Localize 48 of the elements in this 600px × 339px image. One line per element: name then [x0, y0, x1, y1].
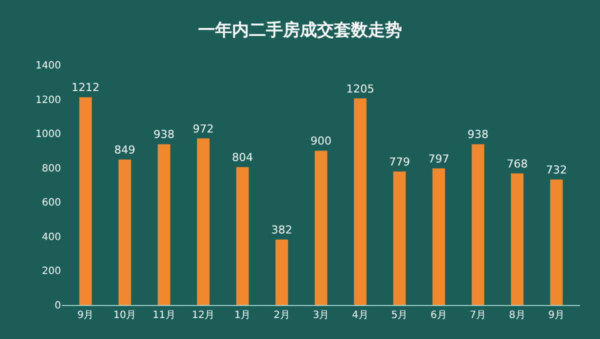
bar: [510, 173, 524, 305]
y-tick-label: 0: [54, 300, 61, 312]
data-label: 804: [232, 151, 254, 164]
x-tick-label: 9月: [548, 310, 565, 321]
y-tick-label: 1400: [36, 60, 61, 72]
x-tick-label: 10月: [113, 310, 136, 321]
bar: [79, 97, 92, 305]
bar: [158, 144, 170, 305]
x-tick-label: 9月: [77, 310, 94, 321]
x-tick-label: 12月: [192, 310, 215, 321]
bar: [275, 240, 288, 305]
bar: [472, 144, 484, 305]
data-label: 768: [506, 157, 528, 170]
x-tick-label: 3月: [312, 310, 330, 321]
data-label: 732: [546, 164, 567, 177]
data-label: 1212: [72, 81, 100, 94]
y-tick-label: 1000: [36, 129, 61, 140]
bar: [393, 171, 406, 305]
bar: [196, 138, 210, 305]
data-label: 849: [114, 143, 136, 156]
data-label: 797: [428, 152, 450, 166]
y-tick-label: 1200: [36, 94, 61, 106]
bar: [432, 168, 446, 305]
x-tick-label: 8月: [509, 310, 526, 321]
bar: [118, 159, 132, 305]
data-label: 938: [467, 128, 488, 142]
y-tick-label: 800: [42, 163, 61, 174]
x-tick-label: 1月: [234, 310, 251, 321]
y-tick-label: 600: [42, 198, 61, 209]
bar: [236, 167, 249, 305]
data-label: 972: [192, 122, 214, 136]
data-label: 900: [310, 134, 332, 148]
y-tick-label: 200: [42, 266, 61, 278]
x-tick-label: 6月: [430, 310, 447, 321]
x-tick-label: 4月: [352, 310, 368, 321]
x-tick-label: 2月: [274, 310, 290, 321]
bar: [354, 98, 367, 305]
data-label: 779: [388, 155, 410, 168]
data-label: 1205: [346, 82, 374, 96]
data-label: 938: [154, 128, 175, 142]
chart-title: 一年内二手房成交套数走势: [198, 20, 402, 41]
y-tick-label: 400: [42, 232, 61, 243]
bar: [550, 180, 563, 305]
x-tick-label: 5月: [391, 310, 408, 321]
x-tick-label: 11月: [152, 310, 176, 321]
x-tick-label: 7月: [470, 310, 486, 321]
bar: [314, 150, 328, 305]
data-label: 382: [271, 224, 292, 237]
